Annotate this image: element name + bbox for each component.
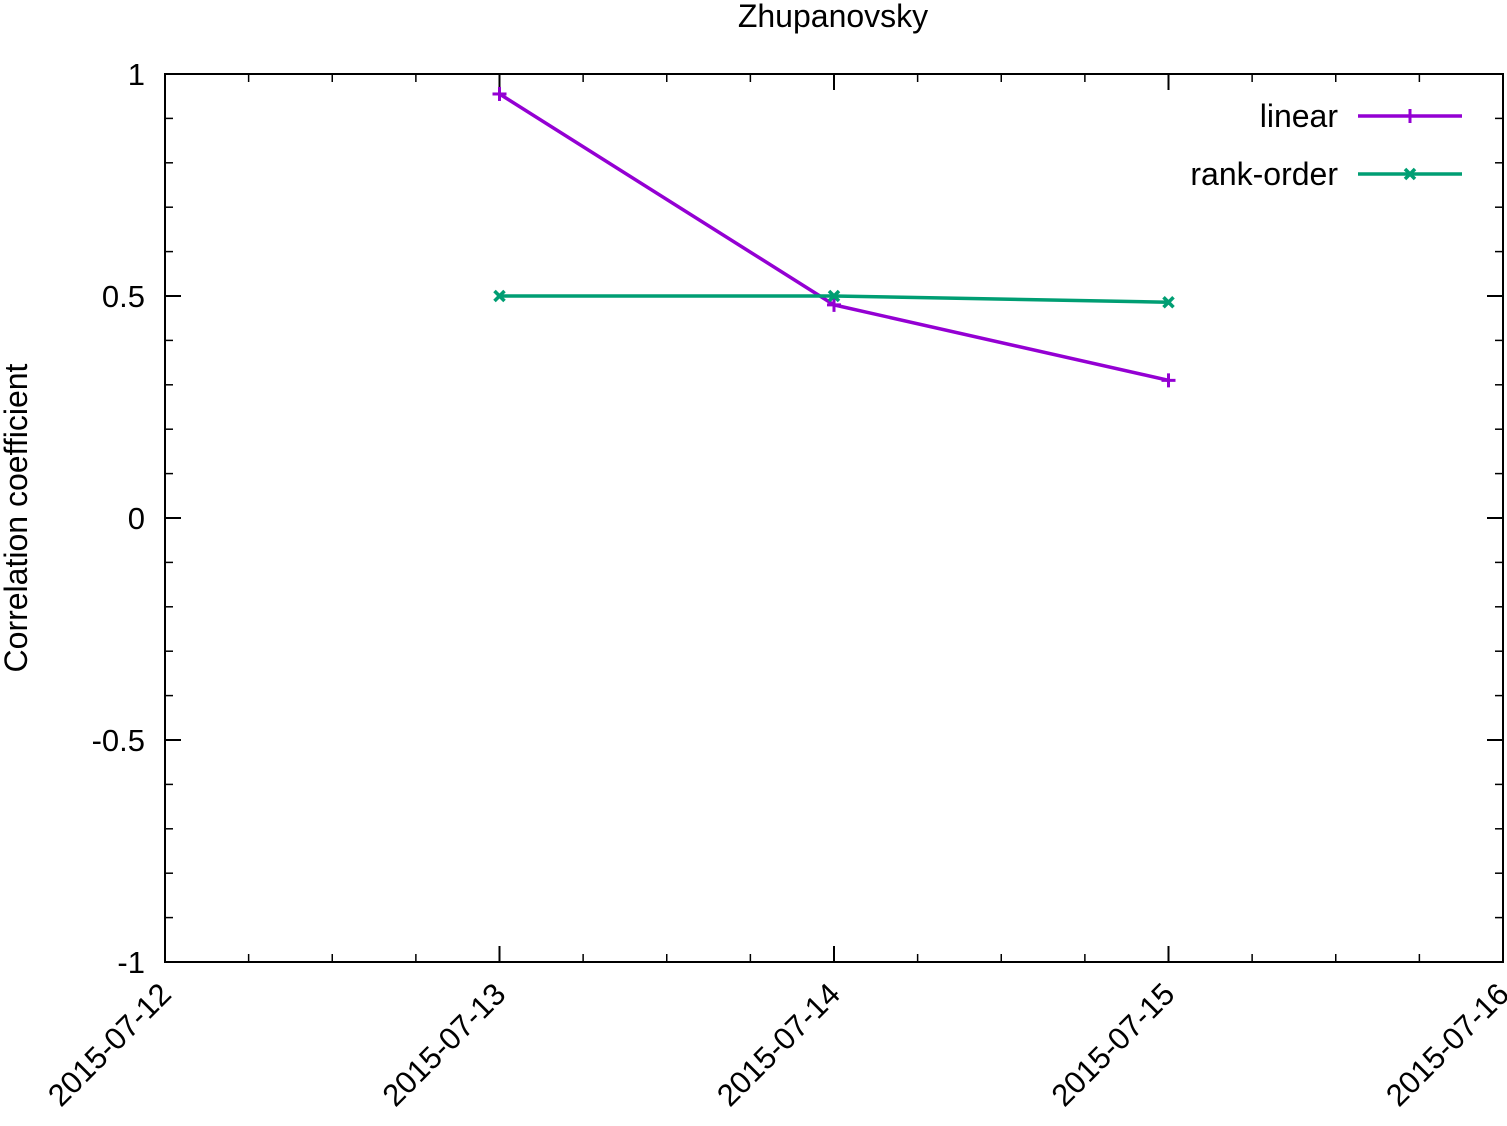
data-point-rank-order xyxy=(1162,295,1175,309)
x-tick-label: 2015-07-16 xyxy=(1379,976,1507,1113)
legend: linear rank-order xyxy=(1190,98,1462,192)
x-tick-label: 2015-07-14 xyxy=(710,976,847,1113)
data-point-linear xyxy=(492,86,507,101)
data-point-rank-order xyxy=(493,289,506,303)
series-layer xyxy=(492,86,1176,388)
chart-title: Zhupanovsky xyxy=(738,0,928,34)
x-tick-label: 2015-07-15 xyxy=(1045,976,1182,1113)
minor-ticks xyxy=(165,74,1503,962)
y-axis-label: Correlation coefficient xyxy=(0,363,34,672)
legend-label-rank-order: rank-order xyxy=(1190,156,1338,192)
series-line-linear xyxy=(498,92,1169,383)
y-tick-label: 1 xyxy=(128,57,145,92)
data-point-linear xyxy=(827,297,841,312)
data-point-linear xyxy=(1161,373,1176,388)
x-axis-ticks: 2015-07-12 2015-07-13 2015-07-14 2015-07-15… xyxy=(41,74,1507,1113)
data-point-rank-order xyxy=(827,289,841,303)
y-tick-label: -0.5 xyxy=(92,723,145,758)
y-tick-label: 0.5 xyxy=(102,279,145,314)
y-tick-label: 0 xyxy=(128,501,145,536)
legend-marker-linear xyxy=(1403,109,1417,123)
y-axis-ticks: 1 0.5 0 -0.5 -1 xyxy=(92,57,1503,980)
y-tick-label: -1 xyxy=(117,945,145,980)
x-tick-label: 2015-07-13 xyxy=(376,976,513,1113)
legend-label-linear: linear xyxy=(1260,98,1339,134)
plot-frame xyxy=(164,73,1504,963)
x-tick-label: 2015-07-12 xyxy=(41,976,178,1113)
legend-marker-rank-order xyxy=(1403,167,1417,181)
